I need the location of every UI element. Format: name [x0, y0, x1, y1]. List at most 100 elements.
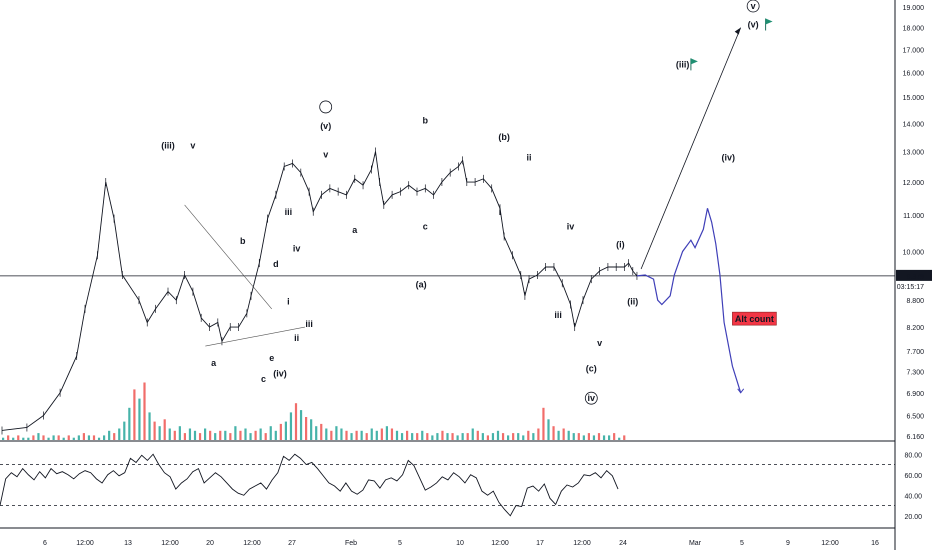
alt-count-arrowhead: [737, 388, 745, 394]
volume-bar: [219, 430, 222, 440]
price-series-line: [1, 151, 638, 431]
flag-icon: [690, 58, 698, 65]
volume-bar: [264, 433, 267, 440]
wave-label: b: [423, 115, 429, 125]
time-tick-label: 20: [206, 540, 214, 547]
volume-bar: [486, 435, 489, 440]
volume-bar: [2, 437, 5, 440]
volume-bar: [188, 428, 192, 440]
wave-label: iii: [554, 310, 562, 320]
volume-bar: [597, 433, 601, 440]
wave-circle: [319, 100, 333, 114]
volume-bar: [421, 430, 424, 440]
time-tick-label: 16: [871, 540, 879, 547]
price-tick-label: 7.300: [906, 369, 924, 376]
volume-bar: [148, 412, 151, 440]
volume-bar: [618, 437, 621, 440]
price-tick-label: 6.500: [906, 414, 924, 421]
price-panel[interactable]: [0, 0, 896, 550]
volume-bar: [239, 430, 242, 440]
volume-bar: [400, 433, 404, 440]
volume-bar: [143, 382, 146, 440]
volume-bar: [178, 426, 181, 440]
volume-bar: [42, 435, 45, 440]
price-tick-label: 17.000: [903, 47, 925, 54]
triangle-upper-line: [184, 204, 272, 310]
volume-bar: [249, 433, 252, 440]
time-axis[interactable]: 6 12:00 13 12:00 20 12:00 27 Feb 5 10 12:00 17 12:00…: [43, 540, 879, 547]
wave-label: iv: [567, 221, 575, 231]
time-tick-label: 12:00: [573, 540, 591, 547]
volume-bar: [481, 433, 484, 440]
volume-bar: [92, 435, 96, 440]
volume-bar: [471, 428, 474, 440]
time-tick-label: 6: [43, 540, 47, 547]
triangle-lower-line: [205, 326, 306, 347]
volume-bar: [27, 437, 30, 440]
rsi-tick-label: 20.00: [904, 514, 922, 521]
volume-bar: [608, 435, 611, 440]
volume-bar: [325, 428, 328, 440]
volume-bar: [436, 433, 439, 440]
volume-bar: [37, 433, 40, 440]
wave-label: v: [190, 141, 195, 151]
volume-bar: [22, 437, 25, 440]
volume-bar: [305, 417, 308, 440]
volume-bar: [552, 426, 555, 440]
last-price-label: 9.379: [906, 274, 924, 281]
volume-bar: [587, 433, 590, 440]
volume-bar: [431, 435, 434, 440]
volume-bar: [365, 433, 368, 440]
volume-bar: [113, 433, 116, 440]
price-tick-label: 8.800: [906, 298, 924, 305]
volume-bar: [224, 430, 227, 440]
volume-bar: [163, 419, 166, 440]
volume-bar: [229, 433, 232, 440]
price-axis[interactable]: 6.160 6.500 6.900 7.300 7.700 8.200 8.800 10.00…: [896, 5, 932, 441]
time-tick-label: 5: [398, 540, 402, 547]
volume-bar: [507, 435, 510, 440]
flag-icon: [765, 18, 773, 25]
volume-bar: [446, 433, 449, 440]
wave-label: v: [323, 149, 328, 159]
volume-bar: [345, 430, 348, 440]
wave-label: e: [269, 353, 274, 363]
projection-layer: [636, 27, 745, 394]
time-tick-label: 9: [786, 540, 790, 547]
wave-label: b: [240, 236, 246, 246]
time-tick-label: 24: [619, 540, 627, 547]
price-tick-label: 7.700: [906, 349, 924, 356]
wave-label: a: [211, 358, 217, 368]
rsi-panel[interactable]: 20.00 40.00 60.00 80.00: [0, 452, 922, 521]
volume-bar: [234, 426, 237, 440]
volume-bar: [289, 412, 293, 440]
volume-bar: [517, 433, 520, 440]
volume-bar: [67, 435, 70, 440]
wave-label: a: [352, 225, 358, 235]
time-tick-label: Feb: [345, 540, 357, 547]
volume-bar: [299, 410, 303, 440]
volume-bar: [360, 430, 363, 440]
volume-bar: [153, 421, 156, 440]
rsi-tick-label: 80.00: [904, 452, 922, 459]
volume-bar: [395, 430, 399, 440]
volume-bar: [572, 433, 575, 440]
time-tick-label: 12:00: [821, 540, 839, 547]
volume-bar: [284, 421, 287, 440]
volume-bar: [577, 433, 580, 440]
volume-bar: [426, 433, 429, 440]
volume-bar: [416, 433, 419, 440]
volume-bar: [406, 430, 409, 440]
volume-bar: [204, 428, 207, 440]
rsi-tick-label: 40.00: [904, 493, 922, 500]
volume-bar: [613, 433, 616, 440]
wave-label: (v): [748, 20, 759, 30]
wave-label: v: [751, 1, 756, 11]
wave-label: d: [273, 259, 279, 269]
wave-label: iv: [293, 243, 301, 253]
price-tick-label: 11.000: [903, 213, 924, 220]
volume-bar: [82, 433, 85, 440]
arrowhead: [734, 27, 741, 35]
wave-label: (ii): [627, 297, 638, 307]
